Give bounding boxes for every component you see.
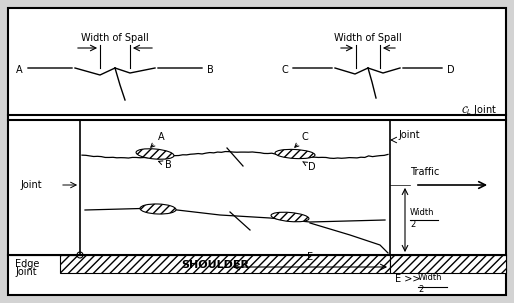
Text: Joint: Joint — [398, 130, 419, 140]
Text: A: A — [151, 132, 164, 147]
Bar — [60, 255, 390, 273]
Text: B: B — [159, 160, 172, 170]
Ellipse shape — [275, 149, 315, 158]
FancyBboxPatch shape — [8, 8, 506, 295]
Text: SHOULDER: SHOULDER — [181, 260, 249, 270]
Ellipse shape — [271, 212, 309, 222]
Text: Traffic: Traffic — [410, 167, 439, 177]
Text: Width of Spall: Width of Spall — [81, 33, 149, 43]
Text: C: C — [295, 132, 309, 147]
Ellipse shape — [136, 149, 174, 159]
Text: Width of Spall: Width of Spall — [334, 33, 402, 43]
Text: Width: Width — [418, 273, 443, 282]
Bar — [390, 255, 506, 273]
Text: 2: 2 — [418, 285, 423, 294]
Text: Edge: Edge — [15, 259, 40, 269]
Text: D: D — [447, 65, 454, 75]
Text: C: C — [281, 65, 288, 75]
Text: E: E — [307, 252, 313, 262]
Text: E >>: E >> — [395, 274, 424, 284]
Text: $\mathcal{C}_L$ Joint: $\mathcal{C}_L$ Joint — [461, 103, 497, 117]
Text: B: B — [207, 65, 214, 75]
Text: Width: Width — [410, 208, 434, 217]
Text: D: D — [303, 161, 316, 172]
Ellipse shape — [140, 204, 176, 214]
Text: Joint: Joint — [20, 180, 42, 190]
Text: 2: 2 — [410, 220, 415, 229]
Text: A: A — [16, 65, 23, 75]
Text: Joint: Joint — [15, 267, 36, 277]
